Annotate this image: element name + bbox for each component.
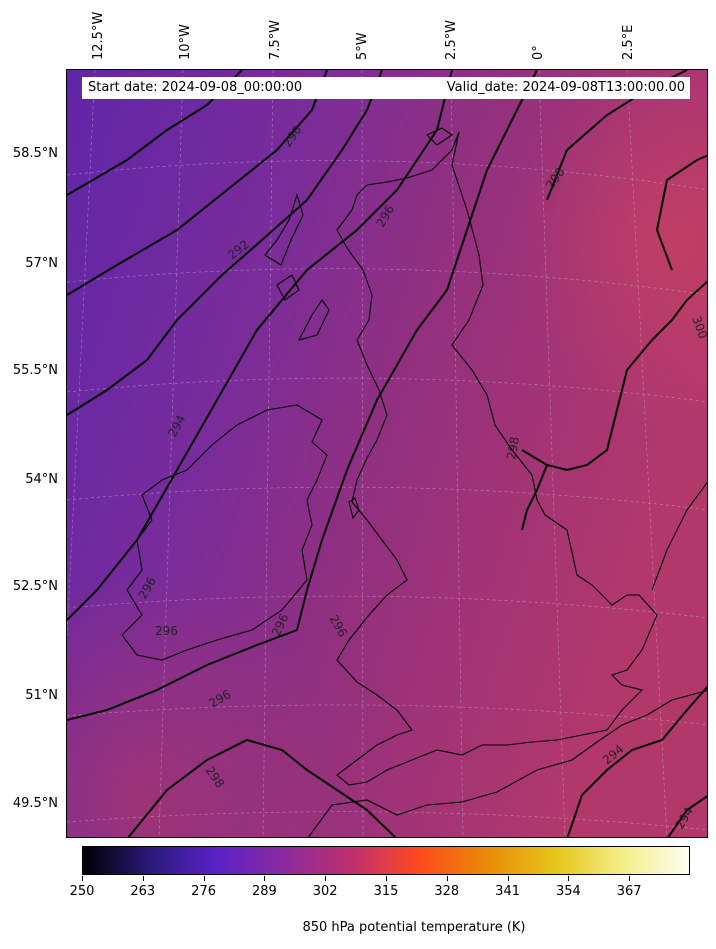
contour-label: 298 bbox=[504, 436, 522, 461]
colorbar-tick-label: 302 bbox=[312, 884, 338, 899]
date-header: Start date: 2024-09-08_00:00:00 Valid_da… bbox=[82, 77, 690, 99]
colorbar-tick-label: 250 bbox=[69, 884, 95, 899]
colorbar-tick bbox=[629, 876, 631, 881]
colorbar-tick bbox=[568, 876, 570, 881]
lon-label-7-5w: 7.5°W bbox=[268, 19, 283, 60]
colorbar-tick bbox=[386, 876, 387, 881]
colorbar-title: 850 hPa potential temperature (K) bbox=[302, 920, 526, 935]
map-panel[interactable]: 290 292 294 296 296 296 296 296 296 298 … bbox=[66, 69, 708, 838]
colorbar-tick-label: 367 bbox=[616, 884, 642, 899]
lon-label-5w: 5°W bbox=[355, 32, 370, 60]
colorbar-tick-label: 315 bbox=[373, 884, 399, 899]
colorbar-tick-label: 328 bbox=[434, 884, 460, 899]
lon-label-12-5w: 12.5°W bbox=[91, 11, 106, 60]
lat-label-57n: 57°N bbox=[25, 256, 58, 271]
lon-label-2-5w: 2.5°W bbox=[444, 19, 459, 60]
lon-label-0: 0° bbox=[531, 45, 546, 60]
colorbar-tick-label: 276 bbox=[191, 884, 216, 899]
lat-label-49-5n: 49.5°N bbox=[12, 796, 58, 811]
warm-area-southwest bbox=[67, 70, 707, 837]
colorbar-tick bbox=[325, 876, 327, 881]
colorbar-tick-label: 341 bbox=[495, 884, 520, 899]
contours bbox=[67, 70, 707, 837]
colorbar-tick bbox=[446, 876, 448, 881]
colorbar-tick bbox=[142, 876, 144, 881]
lat-label-54n: 54°N bbox=[25, 472, 58, 487]
colorbar-tick bbox=[507, 876, 509, 881]
colorbar bbox=[82, 846, 690, 875]
colorbar-tick-label: 354 bbox=[555, 884, 581, 899]
colorbar-tick bbox=[203, 876, 205, 881]
lat-label-55-5n: 55.5°N bbox=[12, 363, 58, 378]
lon-label-10w: 10°W bbox=[178, 24, 193, 60]
map-svg: 290 292 294 296 296 296 296 296 296 298 … bbox=[67, 70, 707, 837]
colorbar-tick-label: 289 bbox=[251, 884, 277, 899]
colorbar-tick bbox=[82, 876, 83, 881]
lon-label-2-5e: 2.5°E bbox=[621, 24, 636, 60]
graticule bbox=[67, 70, 707, 837]
lat-label-52-5n: 52.5°N bbox=[12, 579, 58, 594]
colorbar-tick bbox=[264, 876, 266, 881]
valid-date: Valid_date: 2024-09-08T13:00:00.00 bbox=[446, 80, 685, 95]
contour-label: 296 bbox=[155, 624, 178, 638]
lat-label-51n: 51°N bbox=[25, 688, 58, 703]
lat-label-58-5n: 58.5°N bbox=[12, 146, 58, 161]
colorbar-tick-label: 263 bbox=[130, 884, 156, 899]
start-date: Start date: 2024-09-08_00:00:00 bbox=[88, 80, 303, 95]
